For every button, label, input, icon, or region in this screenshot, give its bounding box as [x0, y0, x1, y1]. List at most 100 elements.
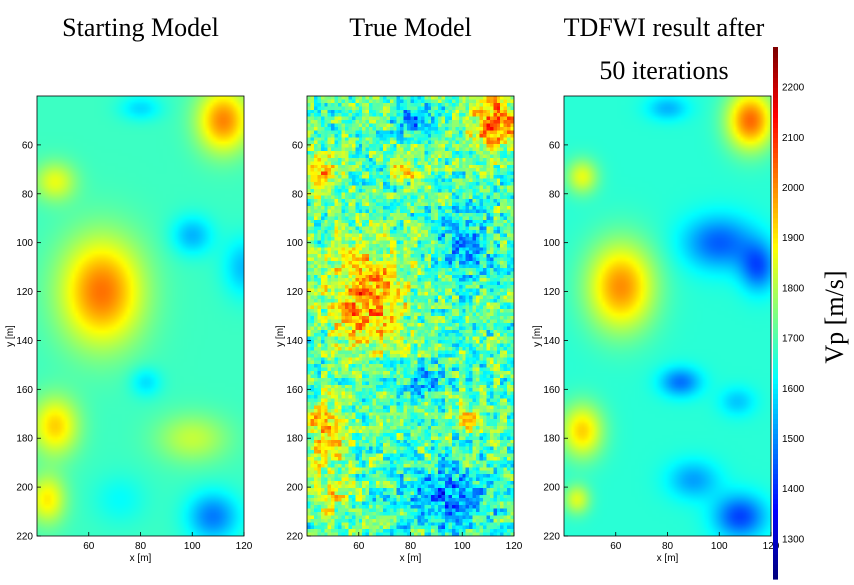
colorbar-segment [773, 202, 778, 209]
y-tick-label: 200 [543, 483, 560, 494]
colorbar-segment [773, 528, 778, 535]
colorbar-segment [773, 433, 778, 440]
colorbar-segment [773, 413, 778, 419]
colorbar-segment [773, 167, 778, 174]
y-tick-label: 60 [292, 140, 304, 151]
colorbar-segment [773, 548, 778, 555]
y-tick-label: 140 [16, 336, 33, 347]
y-tick-label: 160 [16, 385, 33, 396]
colorbar-segment [773, 237, 778, 244]
y-tick-label: 220 [286, 532, 303, 543]
colorbar-segment [773, 232, 778, 239]
colorbar-segment [773, 373, 778, 379]
colorbar-segment [773, 418, 778, 425]
colorbar-segment [773, 152, 778, 159]
colorbar-segment [773, 358, 778, 364]
colorbar-segment [773, 448, 778, 455]
x-tick-label: 100 [454, 541, 471, 552]
x-axis-label: x [m] [400, 553, 422, 564]
colorbar-segment [773, 408, 778, 414]
colorbar-segment [773, 453, 778, 460]
y-tick-label: 140 [286, 336, 303, 347]
x-tick-label: 60 [83, 541, 95, 552]
colorbar-segment [773, 318, 778, 324]
colorbar-segment [773, 338, 778, 344]
colorbar-segment [773, 67, 778, 73]
y-tick-label: 120 [16, 287, 33, 298]
colorbar-segment [773, 353, 778, 359]
colorbar-segment [773, 287, 778, 294]
y-tick-label: 60 [22, 140, 34, 151]
y-tick-label: 200 [286, 483, 303, 494]
colorbar-segment [773, 328, 778, 334]
colorbar-segment [773, 503, 778, 510]
colorbar-segment [773, 403, 778, 409]
colorbar-segment [773, 132, 778, 138]
y-tick-label: 220 [16, 532, 33, 543]
colorbar-segment [773, 323, 778, 329]
colorbar-segment [773, 518, 778, 525]
colorbar-segment [773, 272, 778, 279]
colorbar-segment [773, 57, 778, 63]
x-tick-label: 80 [662, 541, 674, 552]
colorbar-segment [773, 227, 778, 234]
colorbar-segment [773, 363, 778, 369]
colorbar-segment [773, 112, 778, 118]
colorbar-segment [773, 77, 778, 83]
colorbar-segment [773, 172, 778, 179]
y-tick-label: 180 [286, 434, 303, 445]
y-tick-label: 80 [292, 189, 304, 200]
x-tick-label: 100 [184, 541, 201, 552]
colorbar-segment [773, 192, 778, 199]
y-tick-label: 220 [543, 532, 560, 543]
colorbar-segment [773, 553, 778, 560]
x-tick-label: 120 [506, 541, 523, 552]
colorbar-segment [773, 292, 778, 299]
colorbar-segment [773, 122, 778, 128]
y-tick-label: 120 [543, 287, 560, 298]
colorbar-segment [773, 297, 778, 304]
colorbar-segment [773, 197, 778, 204]
colorbar-segment [773, 107, 778, 113]
x-tick-label: 120 [763, 541, 780, 552]
colorbar-tick-label: 2100 [782, 133, 805, 144]
colorbar-segment [773, 137, 778, 143]
colorbar-segment [773, 513, 778, 520]
colorbar-segment [773, 478, 778, 485]
colorbar-tick-label: 1700 [782, 334, 805, 345]
y-tick-label: 180 [543, 434, 560, 445]
colorbar-segment [773, 568, 778, 575]
colorbar-tick-label: 1400 [782, 484, 805, 495]
colorbar-segment [773, 162, 778, 169]
colorbar-segment [773, 438, 778, 445]
colorbar-segment [773, 313, 778, 319]
colorbar-segment [773, 388, 778, 394]
y-tick-label: 160 [286, 385, 303, 396]
colorbar-segment [773, 92, 778, 98]
colorbar-segment [773, 443, 778, 450]
colorbar-segment [773, 498, 778, 505]
colorbar-segment [773, 483, 778, 490]
colorbar-segment [773, 348, 778, 354]
colorbar-segment [773, 383, 778, 389]
colorbar-segment [773, 393, 778, 399]
colorbar-segment [773, 558, 778, 565]
y-tick-label: 200 [16, 483, 33, 494]
colorbar-tick-label: 1500 [782, 434, 805, 445]
x-axis-label: x [m] [657, 553, 679, 564]
colorbar-segment [773, 423, 778, 430]
colorbar-segment [773, 262, 778, 269]
colorbar-segment [773, 573, 778, 580]
colorbar-segment [773, 563, 778, 570]
colorbar-segment [773, 368, 778, 374]
colorbar-segment [773, 212, 778, 219]
x-axis-label: x [m] [130, 553, 152, 564]
colorbar-segment [773, 302, 778, 309]
y-tick-label: 60 [549, 140, 561, 151]
colorbar-segment [773, 102, 778, 108]
y-tick-label: 180 [16, 434, 33, 445]
x-tick-label: 100 [711, 541, 728, 552]
heatmap-image-3 [564, 96, 771, 536]
colorbar-segment [773, 378, 778, 384]
x-tick-label: 60 [353, 541, 365, 552]
